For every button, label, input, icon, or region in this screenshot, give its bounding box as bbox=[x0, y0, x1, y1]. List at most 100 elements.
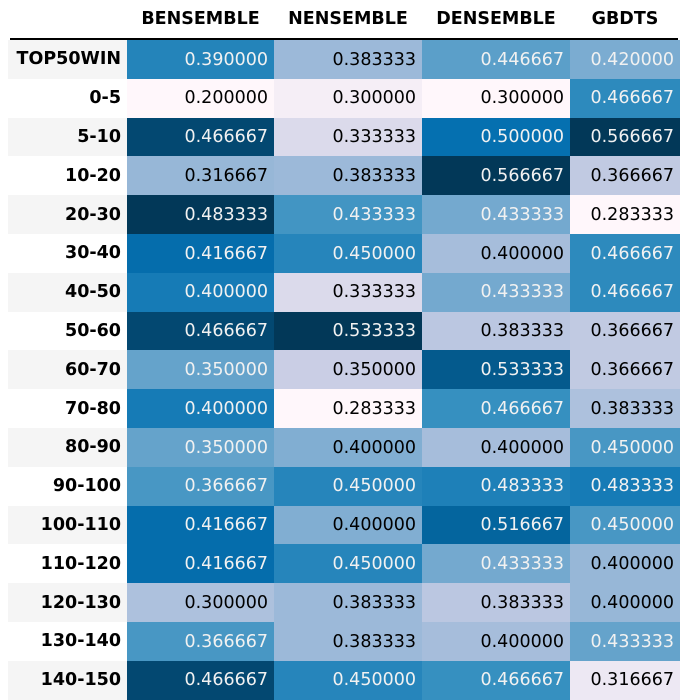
row-header: TOP50WIN bbox=[16, 49, 121, 70]
heatmap-cell: 0.383333 bbox=[422, 311, 570, 351]
heatmap-cell: 0.533333 bbox=[274, 311, 422, 351]
heatmap-cell: 0.566667 bbox=[570, 117, 680, 157]
row-header: 30-40 bbox=[65, 243, 121, 264]
column-header: BENSEMBLE bbox=[141, 9, 260, 29]
row-stripe bbox=[8, 350, 127, 390]
heatmap-cell: 0.283333 bbox=[570, 195, 680, 235]
row-stripe bbox=[8, 195, 127, 234]
heatmap-cell: 0.483333 bbox=[422, 466, 570, 507]
row-stripe bbox=[8, 78, 127, 118]
row-header: 10-20 bbox=[65, 165, 121, 186]
heatmap-cell: 0.400000 bbox=[274, 428, 422, 468]
row-stripe bbox=[8, 272, 127, 312]
heatmap-cell: 0.400000 bbox=[570, 544, 680, 584]
row-header: 0-5 bbox=[89, 88, 121, 109]
heatmap-cell: 0.416667 bbox=[127, 234, 274, 274]
heatmap-cell: 0.466667 bbox=[127, 660, 274, 700]
row-header: 100-110 bbox=[40, 514, 121, 535]
heatmap-cell: 0.350000 bbox=[127, 428, 274, 468]
heatmap-cell: 0.566667 bbox=[422, 156, 570, 196]
row-header: 80-90 bbox=[65, 437, 121, 458]
heatmap-cell: 0.450000 bbox=[274, 544, 422, 584]
heatmap-cell: 0.383333 bbox=[274, 622, 422, 662]
row-header: 40-50 bbox=[65, 282, 121, 303]
heatmap-cell: 0.433333 bbox=[274, 195, 422, 235]
row-stripe bbox=[8, 622, 127, 661]
heatmap-cell: 0.466667 bbox=[127, 117, 274, 157]
row-header: 90-100 bbox=[52, 476, 121, 497]
row-stripe bbox=[8, 428, 127, 467]
heatmap-cell: 0.420000 bbox=[570, 40, 680, 80]
heatmap-cell: 0.433333 bbox=[422, 272, 570, 313]
heatmap-cell: 0.450000 bbox=[274, 466, 422, 507]
heatmap-cell: 0.400000 bbox=[422, 234, 570, 274]
row-stripe bbox=[8, 311, 127, 351]
heatmap-cell: 0.400000 bbox=[570, 583, 680, 623]
heatmap-cell: 0.300000 bbox=[274, 78, 422, 119]
row-stripe bbox=[8, 544, 127, 584]
heatmap-cell: 0.316667 bbox=[570, 660, 680, 700]
row-stripe bbox=[8, 389, 127, 428]
heatmap-cell: 0.200000 bbox=[127, 78, 274, 119]
row-stripe bbox=[8, 156, 127, 196]
row-stripe bbox=[8, 505, 127, 545]
row-header: 5-10 bbox=[77, 126, 121, 147]
heatmap-cell: 0.450000 bbox=[274, 660, 422, 700]
heatmap-cell: 0.350000 bbox=[127, 350, 274, 390]
heatmap-cell: 0.400000 bbox=[274, 505, 422, 545]
heatmap-cell: 0.383333 bbox=[570, 389, 680, 429]
row-stripe bbox=[8, 466, 127, 506]
row-stripe bbox=[8, 234, 127, 273]
heatmap-cell: 0.383333 bbox=[274, 40, 422, 80]
heatmap-cell: 0.433333 bbox=[570, 622, 680, 662]
heatmap-cell: 0.383333 bbox=[274, 583, 422, 623]
row-header: 130-140 bbox=[40, 631, 121, 652]
heatmap-cell: 0.300000 bbox=[422, 78, 570, 119]
row-header: 70-80 bbox=[65, 398, 121, 419]
heatmap-cell: 0.366667 bbox=[570, 311, 680, 351]
row-header: 20-30 bbox=[65, 204, 121, 225]
heatmap-cell: 0.450000 bbox=[570, 505, 680, 545]
row-stripe bbox=[8, 660, 127, 700]
heatmap-cell: 0.466667 bbox=[422, 389, 570, 429]
heatmap-cell: 0.433333 bbox=[422, 195, 570, 235]
row-header: 120-130 bbox=[40, 592, 121, 613]
heatmap-cell: 0.350000 bbox=[274, 350, 422, 390]
heatmap-cell: 0.366667 bbox=[127, 466, 274, 507]
heatmap-cell: 0.383333 bbox=[422, 583, 570, 623]
row-header: 140-150 bbox=[40, 670, 121, 691]
row-header: 110-120 bbox=[40, 553, 121, 574]
heatmap-cell: 0.316667 bbox=[127, 156, 274, 196]
heatmap-cell: 0.283333 bbox=[274, 389, 422, 429]
row-header: 50-60 bbox=[65, 320, 121, 341]
heatmap-cell: 0.400000 bbox=[127, 389, 274, 429]
row-stripe bbox=[8, 117, 127, 157]
heatmap-cell: 0.483333 bbox=[127, 195, 274, 235]
heatmap-cell: 0.450000 bbox=[274, 234, 422, 274]
heatmap-cell: 0.516667 bbox=[422, 505, 570, 545]
heatmap-cell: 0.466667 bbox=[127, 311, 274, 351]
heatmap-cell: 0.533333 bbox=[422, 350, 570, 390]
heatmap-cell: 0.416667 bbox=[127, 544, 274, 584]
heatmap-cell: 0.300000 bbox=[127, 583, 274, 623]
column-header: NENSEMBLE bbox=[288, 9, 408, 29]
heatmap-cell: 0.466667 bbox=[570, 272, 680, 313]
heatmap-cell: 0.433333 bbox=[422, 544, 570, 584]
heatmap-cell: 0.333333 bbox=[274, 117, 422, 157]
column-header: DENSEMBLE bbox=[436, 9, 556, 29]
row-stripe bbox=[8, 40, 127, 79]
heatmap-cell: 0.446667 bbox=[422, 40, 570, 80]
heatmap-cell: 0.466667 bbox=[570, 78, 680, 119]
heatmap-cell: 0.400000 bbox=[127, 272, 274, 313]
heatmap-cell: 0.383333 bbox=[274, 156, 422, 196]
heatmap-cell: 0.400000 bbox=[422, 622, 570, 662]
heatmap-cell: 0.500000 bbox=[422, 117, 570, 157]
heatmap-cell: 0.366667 bbox=[127, 622, 274, 662]
heatmap-cell: 0.366667 bbox=[570, 156, 680, 196]
heatmap-cell: 0.450000 bbox=[570, 428, 680, 468]
header-rule bbox=[10, 38, 678, 40]
column-header: GBDTS bbox=[591, 9, 659, 29]
heatmap-cell: 0.483333 bbox=[570, 466, 680, 507]
heatmap-cell: 0.400000 bbox=[422, 428, 570, 468]
